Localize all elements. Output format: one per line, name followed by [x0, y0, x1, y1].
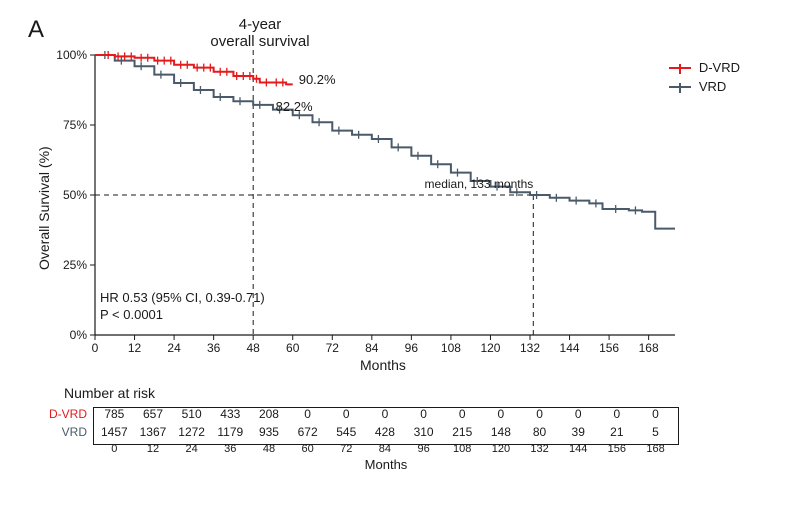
risk-cell: 21 [598, 425, 637, 439]
risk-xaxis: 01224364860728496108120132144156168 [28, 443, 748, 455]
risk-table: Number at risk D-VRD78565751043320800000… [28, 385, 748, 472]
risk-cell: 428 [366, 425, 405, 439]
svg-text:25%: 25% [63, 258, 87, 272]
risk-row: VRD1457136712721179935672545428310215148… [28, 423, 748, 441]
hr-line1: HR 0.53 (95% CI, 0.39-0.71) [100, 290, 265, 307]
risk-month: 144 [559, 443, 598, 455]
svg-text:120: 120 [480, 341, 500, 355]
svg-text:36: 36 [207, 341, 221, 355]
risk-cell: 433 [211, 407, 250, 421]
risk-cell: 672 [288, 425, 327, 439]
risk-cell: 80 [520, 425, 559, 439]
risk-month: 24 [172, 443, 211, 455]
svg-text:144: 144 [560, 341, 580, 355]
risk-cell: 39 [559, 425, 598, 439]
risk-cell: 545 [327, 425, 366, 439]
svg-text:60: 60 [286, 341, 300, 355]
risk-cell: 657 [134, 407, 173, 421]
risk-cell: 0 [443, 407, 482, 421]
risk-cell: 310 [404, 425, 443, 439]
svg-text:50%: 50% [63, 188, 87, 202]
hr-line2: P < 0.0001 [100, 307, 265, 324]
svg-text:168: 168 [639, 341, 659, 355]
svg-text:100%: 100% [56, 48, 87, 62]
risk-month: 48 [250, 443, 289, 455]
risk-cell: 0 [598, 407, 637, 421]
hr-text: HR 0.53 (95% CI, 0.39-0.71) P < 0.0001 [100, 290, 265, 324]
risk-cell: 5 [636, 425, 675, 439]
risk-cell: 0 [327, 407, 366, 421]
risk-cell: 0 [559, 407, 598, 421]
risk-cell: 1457 [95, 425, 134, 439]
risk-cell: 0 [482, 407, 521, 421]
pct-label-dvrd: 90.2% [299, 72, 336, 87]
risk-cell: 1179 [211, 425, 250, 439]
risk-cell: 0 [636, 407, 675, 421]
x-axis-label: Months [360, 357, 406, 373]
risk-month: 156 [598, 443, 637, 455]
risk-month: 36 [211, 443, 250, 455]
risk-cell: 785 [95, 407, 134, 421]
risk-title: Number at risk [64, 385, 748, 401]
risk-cell: 0 [288, 407, 327, 421]
risk-row-label: VRD [28, 425, 95, 439]
svg-text:12: 12 [128, 341, 142, 355]
risk-month: 60 [288, 443, 327, 455]
risk-month: 96 [404, 443, 443, 455]
risk-row: D-VRD7856575104332080000000000 [28, 405, 748, 423]
risk-cell: 148 [482, 425, 521, 439]
risk-cell: 215 [443, 425, 482, 439]
median-label: median, 133 months [425, 177, 534, 191]
svg-text:0%: 0% [70, 328, 88, 342]
risk-month: 108 [443, 443, 482, 455]
risk-month: 132 [520, 443, 559, 455]
risk-cell: 510 [172, 407, 211, 421]
risk-cell: 0 [366, 407, 405, 421]
risk-month: 12 [134, 443, 173, 455]
svg-text:84: 84 [365, 341, 379, 355]
svg-text:75%: 75% [63, 118, 87, 132]
risk-month: 168 [636, 443, 675, 455]
risk-cell: 208 [250, 407, 289, 421]
risk-month: 84 [366, 443, 405, 455]
risk-row-label: D-VRD [28, 407, 95, 421]
svg-text:132: 132 [520, 341, 540, 355]
risk-xlabel: Months [96, 457, 676, 472]
svg-text:72: 72 [326, 341, 340, 355]
risk-cell: 1367 [134, 425, 173, 439]
risk-month: 72 [327, 443, 366, 455]
svg-text:96: 96 [405, 341, 419, 355]
risk-month: 0 [95, 443, 134, 455]
risk-cell: 1272 [172, 425, 211, 439]
svg-text:0: 0 [92, 341, 99, 355]
svg-text:156: 156 [599, 341, 619, 355]
pct-label-vrd: 82.2% [276, 99, 313, 114]
risk-cell: 935 [250, 425, 289, 439]
svg-text:108: 108 [441, 341, 461, 355]
svg-text:48: 48 [247, 341, 261, 355]
risk-month: 120 [482, 443, 521, 455]
risk-cell: 0 [404, 407, 443, 421]
risk-cell: 0 [520, 407, 559, 421]
svg-text:24: 24 [167, 341, 181, 355]
